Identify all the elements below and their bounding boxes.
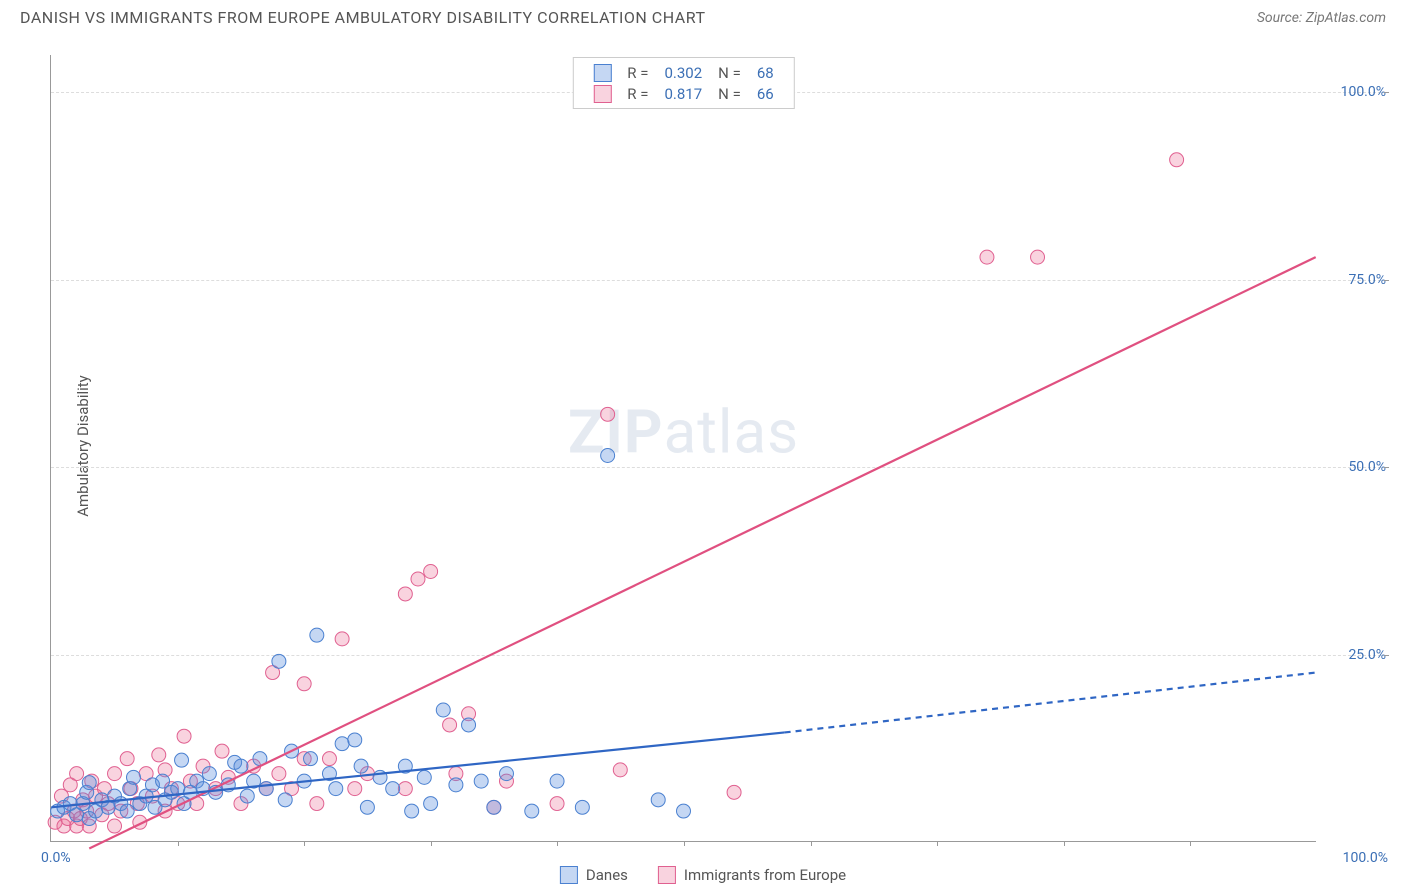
scatter-point xyxy=(601,407,615,421)
scatter-point xyxy=(82,776,96,790)
scatter-point xyxy=(727,785,741,799)
n-value-2: 66 xyxy=(749,83,782,104)
scatter-point xyxy=(240,789,254,803)
scatter-point xyxy=(70,767,84,781)
y-tick-label: 75.0% xyxy=(1348,272,1386,288)
legend-item-immigrants: Immigrants from Europe xyxy=(658,866,846,884)
scatter-point xyxy=(424,565,438,579)
scatter-point xyxy=(1170,153,1184,167)
legend-item-danes: Danes xyxy=(560,866,628,884)
scatter-point xyxy=(550,797,564,811)
swatch-pink-icon xyxy=(593,85,611,103)
scatter-point xyxy=(677,804,691,818)
scatter-point xyxy=(310,628,324,642)
scatter-point xyxy=(499,767,513,781)
source-label: Source: ZipAtlas.com xyxy=(1257,10,1386,26)
scatter-point xyxy=(601,448,615,462)
r-value-2: 0.817 xyxy=(656,83,710,104)
swatch-blue-icon xyxy=(593,64,611,82)
scatter-point xyxy=(651,793,665,807)
scatter-point xyxy=(348,733,362,747)
swatch-pink-icon xyxy=(658,866,676,884)
x-tick-start: 0.0% xyxy=(41,850,71,866)
scatter-point xyxy=(335,632,349,646)
scatter-point xyxy=(215,744,229,758)
y-tick-label: 50.0% xyxy=(1348,459,1386,475)
n-label-1: N = xyxy=(710,62,749,83)
scatter-point xyxy=(474,774,488,788)
scatter-point xyxy=(449,778,463,792)
r-label-2: R = xyxy=(619,83,656,104)
scatter-point xyxy=(613,763,627,777)
scatter-point xyxy=(1031,250,1045,264)
r-label-1: R = xyxy=(619,62,656,83)
trend-line xyxy=(785,673,1316,733)
scatter-point xyxy=(411,572,425,586)
r-value-1: 0.302 xyxy=(656,62,710,83)
chart-plot-area: ZIPatlas 25.0%50.0%75.0%100.0% R = 0.302… xyxy=(50,55,1316,842)
scatter-point xyxy=(272,767,286,781)
scatter-point xyxy=(272,654,286,668)
scatter-point xyxy=(259,782,273,796)
scatter-point xyxy=(348,782,362,796)
correlation-stats-box: R = 0.302 N = 68 R = 0.817 N = 66 xyxy=(572,57,794,109)
scatter-point xyxy=(462,718,476,732)
scatter-svg xyxy=(51,55,1316,841)
trend-line xyxy=(89,257,1315,848)
scatter-point xyxy=(177,729,191,743)
legend-label-immigrants: Immigrants from Europe xyxy=(684,866,846,884)
scatter-point xyxy=(487,800,501,814)
scatter-point xyxy=(329,782,343,796)
scatter-point xyxy=(126,770,140,784)
y-tick-label: 100.0% xyxy=(1341,84,1386,100)
scatter-point xyxy=(525,804,539,818)
scatter-point xyxy=(386,782,400,796)
scatter-point xyxy=(980,250,994,264)
legend: Danes Immigrants from Europe xyxy=(560,866,846,884)
scatter-point xyxy=(436,703,450,717)
scatter-point xyxy=(175,753,189,767)
scatter-point xyxy=(360,800,374,814)
n-label-2: N = xyxy=(710,83,749,104)
scatter-point xyxy=(405,804,419,818)
scatter-point xyxy=(424,797,438,811)
scatter-point xyxy=(322,752,336,766)
swatch-blue-icon xyxy=(560,866,578,884)
scatter-point xyxy=(234,759,248,773)
scatter-point xyxy=(120,804,134,818)
scatter-point xyxy=(304,752,318,766)
scatter-point xyxy=(310,797,324,811)
scatter-point xyxy=(152,748,166,762)
scatter-point xyxy=(202,767,216,781)
scatter-point xyxy=(417,770,431,784)
y-tick-label: 25.0% xyxy=(1348,647,1386,663)
scatter-point xyxy=(443,718,457,732)
scatter-point xyxy=(120,752,134,766)
chart-title: DANISH VS IMMIGRANTS FROM EUROPE AMBULAT… xyxy=(20,8,705,27)
scatter-point xyxy=(398,587,412,601)
scatter-point xyxy=(398,782,412,796)
scatter-point xyxy=(550,774,564,788)
scatter-point xyxy=(575,800,589,814)
x-tick-end: 100.0% xyxy=(1343,850,1388,866)
scatter-point xyxy=(108,819,122,833)
legend-label-danes: Danes xyxy=(586,866,628,884)
scatter-point xyxy=(297,677,311,691)
n-value-1: 68 xyxy=(749,62,782,83)
scatter-point xyxy=(354,759,368,773)
scatter-point xyxy=(335,737,349,751)
scatter-point xyxy=(108,767,122,781)
scatter-point xyxy=(278,793,292,807)
